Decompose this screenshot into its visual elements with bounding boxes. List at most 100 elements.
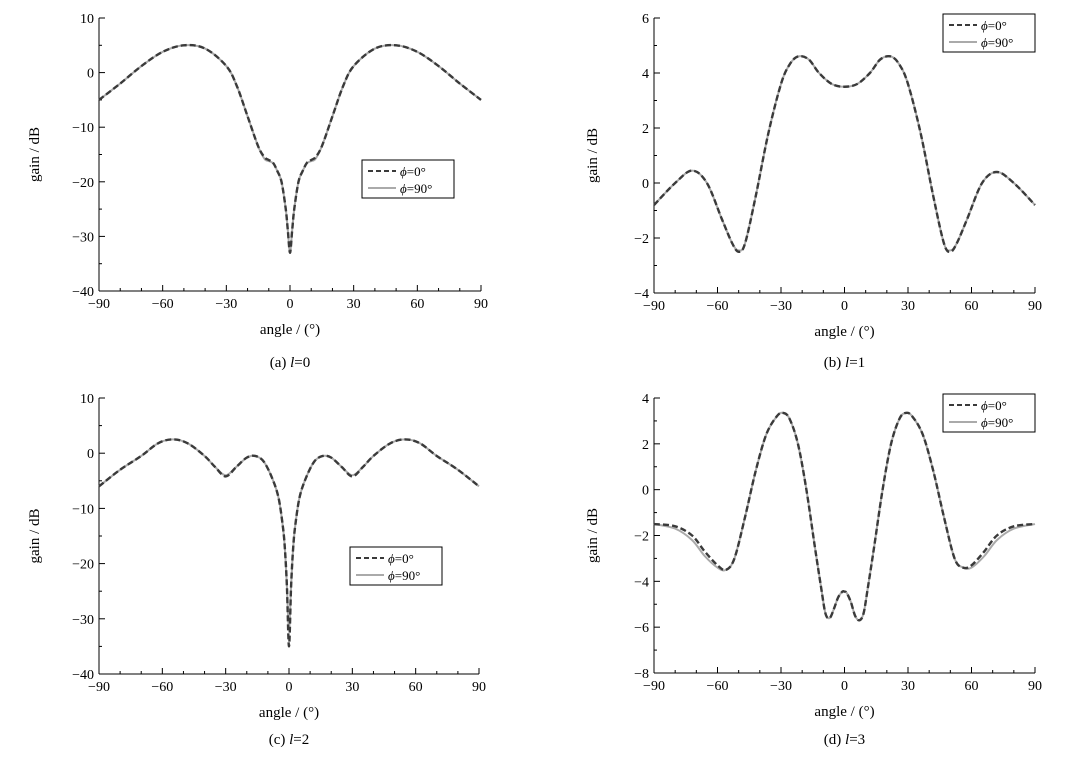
caption-prefix: (d) xyxy=(824,732,845,748)
caption-value: =1 xyxy=(849,355,865,371)
y-tick-label: −10 xyxy=(72,502,94,517)
y-tick-label: 10 xyxy=(80,392,94,407)
caption-variable: l xyxy=(290,355,294,371)
x-tick-label: −90 xyxy=(88,680,110,695)
x-tick-label: −90 xyxy=(643,679,665,694)
x-tick-label: 0 xyxy=(841,679,848,694)
y-tick-label: −8 xyxy=(634,667,649,682)
x-tick-label: 90 xyxy=(1028,679,1042,694)
y-tick-label: 10 xyxy=(80,12,94,27)
x-tick-label: −60 xyxy=(151,680,173,695)
legend-label: ϕ=0° xyxy=(981,398,1007,413)
caption-prefix: (a) xyxy=(270,355,290,371)
x-tick-label: 0 xyxy=(287,297,294,312)
legend-box xyxy=(361,159,455,199)
x-tick-label: −60 xyxy=(707,299,729,314)
chart-panel-b: −90 −60 −30 0 30 60 90 −4 −2 0 2 4 6 angle / (°) gain … xyxy=(585,12,1042,371)
legend-box xyxy=(942,13,1036,53)
legend-value: =0° xyxy=(988,18,1007,33)
y-tick-label: −30 xyxy=(72,613,94,628)
legend: ϕ=0° ϕ=90° xyxy=(942,13,1036,53)
caption-variable: l xyxy=(845,355,849,371)
legend-symbol: ϕ xyxy=(981,415,988,430)
caption-variable: l xyxy=(289,732,293,748)
x-tick-label: 0 xyxy=(286,680,293,695)
y-tick-label: 0 xyxy=(87,67,94,82)
y-tick-label: 0 xyxy=(87,447,94,462)
series-line-phi-0 xyxy=(98,438,480,648)
x-tick-label: −60 xyxy=(152,297,174,312)
x-tick-label: −90 xyxy=(643,299,665,314)
series-line-phi-90 xyxy=(98,438,480,631)
legend-value: =90° xyxy=(407,181,433,196)
legend-symbol: ϕ xyxy=(981,398,988,413)
x-tick-label: 30 xyxy=(901,679,915,694)
legend-label: ϕ=90° xyxy=(981,415,1013,430)
legend: ϕ=0° ϕ=90° xyxy=(361,159,455,199)
series-line-phi-0 xyxy=(653,54,1036,253)
y-tick-label: 2 xyxy=(642,438,649,453)
legend-box xyxy=(942,393,1036,433)
legend-label: ϕ=90° xyxy=(981,35,1013,50)
y-tick-label: −30 xyxy=(72,230,94,245)
y-tick-label: 0 xyxy=(642,484,649,499)
y-tick-label: −40 xyxy=(72,668,94,683)
panel-caption: (c) l=2 xyxy=(269,732,310,748)
legend-symbol: ϕ xyxy=(388,551,395,566)
legend-label: ϕ=90° xyxy=(400,181,432,196)
y-tick-label: −20 xyxy=(72,176,94,191)
legend-value: =0° xyxy=(988,398,1007,413)
legend-symbol: ϕ xyxy=(388,568,395,583)
legend-box xyxy=(349,546,443,586)
y-tick-label: −4 xyxy=(634,287,649,302)
series-line-phi-90 xyxy=(98,44,482,254)
legend: ϕ=0° ϕ=90° xyxy=(349,546,443,586)
series-line-phi-90 xyxy=(653,411,1036,622)
x-axis-label: angle / (°) xyxy=(260,322,320,338)
y-tick-label: −2 xyxy=(634,530,649,545)
y-tick-label: 6 xyxy=(642,12,649,27)
caption-value: =3 xyxy=(849,732,865,748)
x-tick-label: −60 xyxy=(707,679,729,694)
legend-label: ϕ=0° xyxy=(388,551,414,566)
x-tick-label: 0 xyxy=(841,299,848,314)
x-tick-label: 60 xyxy=(965,679,979,694)
y-tick-label: −10 xyxy=(72,121,94,136)
x-tick-label: 30 xyxy=(345,680,359,695)
legend-symbol: ϕ xyxy=(400,181,407,196)
x-tick-label: 60 xyxy=(410,297,424,312)
x-tick-label: 90 xyxy=(472,680,486,695)
x-tick-label: 30 xyxy=(901,299,915,314)
caption-value: =2 xyxy=(293,732,309,748)
caption-value: =0 xyxy=(294,355,310,371)
y-tick-label: −6 xyxy=(634,621,649,636)
legend-value: =0° xyxy=(395,551,414,566)
legend-value: =0° xyxy=(407,164,426,179)
panel-caption: (a) l=0 xyxy=(270,355,311,371)
chart-panel-d: −90 −60 −30 0 30 60 90 −8 −6 −4 −2 0 2 4 angle / (°) ga… xyxy=(585,392,1042,748)
y-tick-label: 4 xyxy=(642,392,649,407)
panel-caption: (b) l=1 xyxy=(824,355,865,371)
legend-label: ϕ=90° xyxy=(388,568,420,583)
y-tick-label: 0 xyxy=(642,177,649,192)
x-tick-label: 60 xyxy=(965,299,979,314)
y-axis-label: gain / dB xyxy=(27,127,43,182)
caption-variable: l xyxy=(845,732,849,748)
y-axis-label: gain / dB xyxy=(27,509,43,564)
y-tick-label: 4 xyxy=(642,67,649,82)
x-tick-label: 60 xyxy=(409,680,423,695)
chart-panel-a: −90 −60 −30 0 30 60 90 −40 −30 −20 −10 0 10 angle / (… xyxy=(27,12,488,371)
legend-symbol: ϕ xyxy=(981,18,988,33)
x-tick-label: 90 xyxy=(1028,299,1042,314)
series-line-phi-0 xyxy=(98,43,482,254)
legend: ϕ=0° ϕ=90° xyxy=(942,393,1036,433)
y-tick-label: −2 xyxy=(634,232,649,247)
x-tick-label: −90 xyxy=(88,297,110,312)
y-axis-label: gain / dB xyxy=(585,128,601,183)
legend-label: ϕ=0° xyxy=(981,18,1007,33)
x-tick-label: −30 xyxy=(215,680,237,695)
y-tick-label: −4 xyxy=(634,575,649,590)
x-axis-label: angle / (°) xyxy=(814,704,874,720)
caption-prefix: (b) xyxy=(824,355,845,371)
